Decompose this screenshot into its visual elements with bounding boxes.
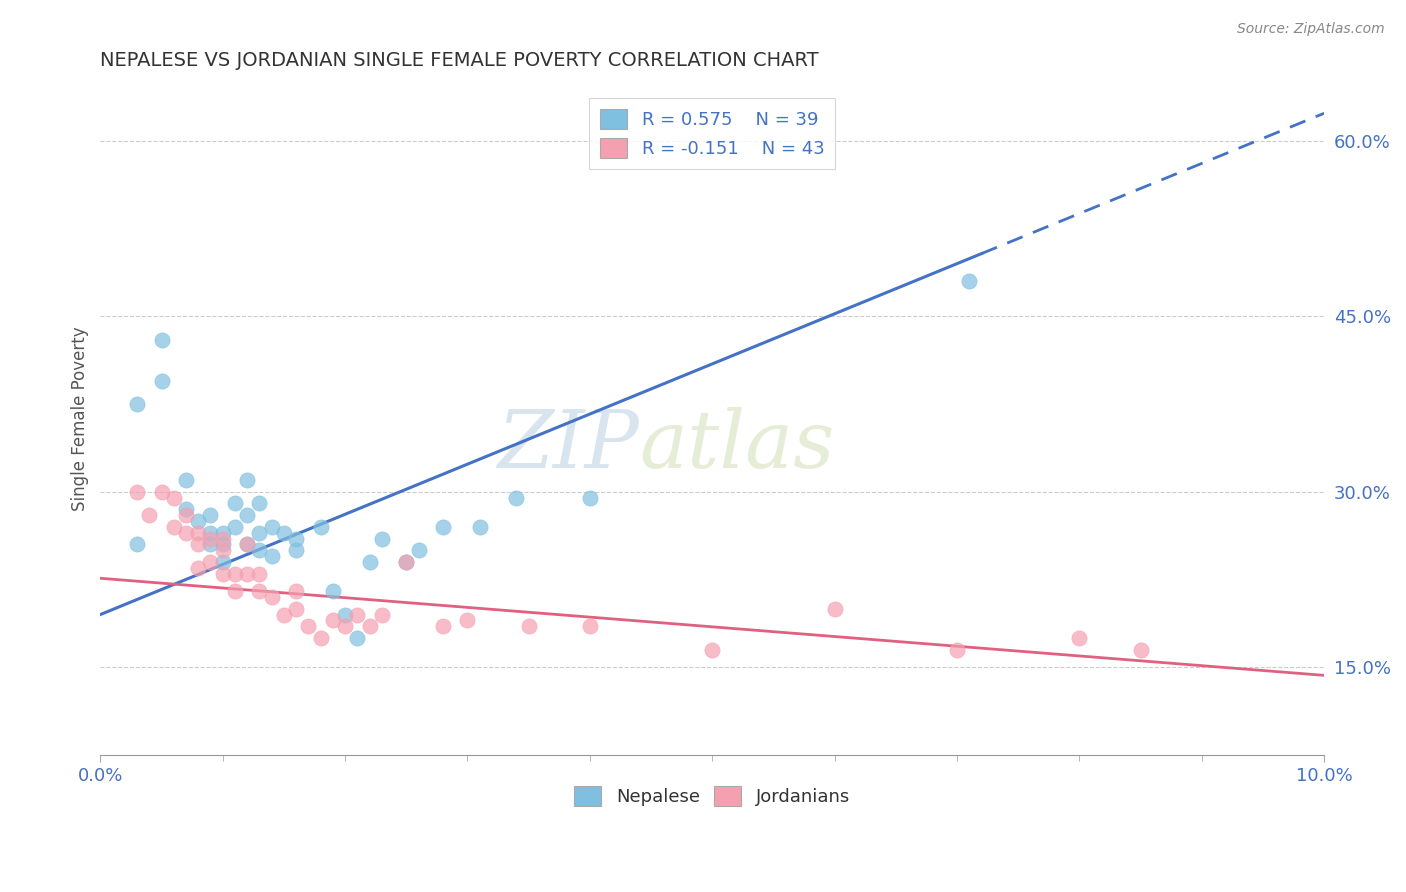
Point: [1129, 642, 1152, 657]
Point: [260, 549, 283, 563]
Point: [432, 619, 454, 633]
Point: [224, 520, 246, 534]
Point: [309, 631, 332, 645]
Point: [249, 496, 271, 510]
Point: [395, 555, 418, 569]
Point: [174, 473, 197, 487]
Text: Source: ZipAtlas.com: Source: ZipAtlas.com: [1237, 22, 1385, 37]
Point: [322, 614, 344, 628]
Point: [309, 520, 332, 534]
Point: [285, 584, 308, 599]
Point: [236, 508, 259, 522]
Point: [163, 520, 186, 534]
Point: [125, 397, 148, 411]
Point: [333, 607, 356, 622]
Point: [200, 555, 222, 569]
Point: [260, 520, 283, 534]
Point: [359, 555, 381, 569]
Point: [249, 525, 271, 540]
Point: [150, 374, 173, 388]
Point: [174, 525, 197, 540]
Point: [200, 525, 222, 540]
Text: ZIP: ZIP: [498, 407, 638, 484]
Point: [1069, 631, 1091, 645]
Point: [236, 473, 259, 487]
Point: [517, 619, 540, 633]
Point: [957, 274, 980, 288]
Point: [260, 590, 283, 604]
Point: [200, 532, 222, 546]
Point: [346, 607, 368, 622]
Point: [456, 614, 478, 628]
Point: [333, 619, 356, 633]
Point: [211, 537, 233, 551]
Point: [346, 631, 368, 645]
Point: [579, 491, 602, 505]
Point: [211, 566, 233, 581]
Point: [249, 584, 271, 599]
Point: [408, 543, 430, 558]
Point: [824, 601, 846, 615]
Point: [125, 484, 148, 499]
Point: [163, 491, 186, 505]
Point: [285, 601, 308, 615]
Point: [224, 566, 246, 581]
Point: [125, 537, 148, 551]
Point: [322, 584, 344, 599]
Point: [174, 508, 197, 522]
Point: [273, 525, 295, 540]
Point: [579, 619, 602, 633]
Text: NEPALESE VS JORDANIAN SINGLE FEMALE POVERTY CORRELATION CHART: NEPALESE VS JORDANIAN SINGLE FEMALE POVE…: [100, 51, 818, 70]
Point: [297, 619, 319, 633]
Point: [273, 607, 295, 622]
Point: [211, 543, 233, 558]
Text: atlas: atlas: [638, 407, 834, 484]
Point: [150, 484, 173, 499]
Point: [187, 537, 209, 551]
Point: [285, 532, 308, 546]
Point: [224, 584, 246, 599]
Point: [285, 543, 308, 558]
Point: [236, 537, 259, 551]
Point: [249, 566, 271, 581]
Legend: Nepalese, Jordanians: Nepalese, Jordanians: [567, 779, 858, 814]
Point: [174, 502, 197, 516]
Point: [371, 607, 394, 622]
Point: [224, 496, 246, 510]
Point: [946, 642, 969, 657]
Y-axis label: Single Female Poverty: Single Female Poverty: [72, 326, 89, 511]
Point: [432, 520, 454, 534]
Point: [395, 555, 418, 569]
Point: [211, 525, 233, 540]
Point: [200, 537, 222, 551]
Point: [211, 555, 233, 569]
Point: [702, 642, 724, 657]
Point: [371, 532, 394, 546]
Point: [187, 514, 209, 528]
Point: [236, 566, 259, 581]
Point: [150, 333, 173, 347]
Point: [359, 619, 381, 633]
Point: [236, 537, 259, 551]
Point: [138, 765, 160, 780]
Point: [187, 525, 209, 540]
Point: [468, 520, 491, 534]
Point: [249, 543, 271, 558]
Point: [211, 532, 233, 546]
Point: [138, 508, 160, 522]
Point: [187, 560, 209, 574]
Point: [200, 508, 222, 522]
Point: [505, 491, 527, 505]
